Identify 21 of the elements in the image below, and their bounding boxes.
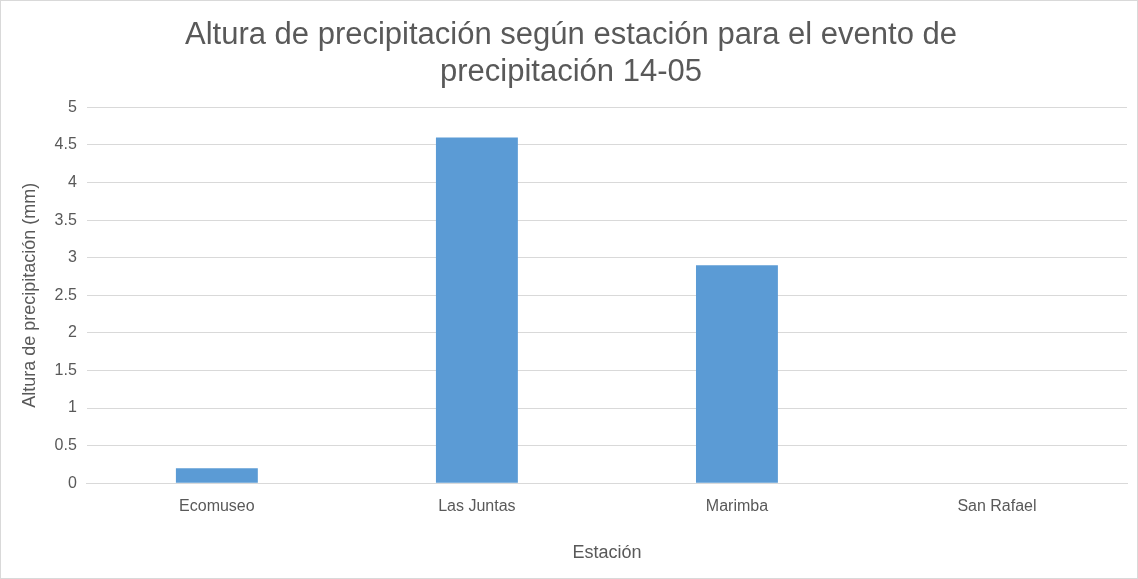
x-tick-label: Las Juntas	[438, 497, 516, 515]
y-axis-title: Altura de precipitación (mm)	[18, 182, 39, 408]
x-axis-title: Estación	[572, 542, 642, 563]
y-tick-label: 1	[67, 398, 77, 416]
y-tick-label: 0	[67, 473, 77, 491]
y-tick-label: 3	[67, 248, 77, 266]
y-tick-label: 3.5	[54, 210, 77, 228]
y-tick-label: 2.5	[54, 285, 77, 303]
chart-title: Altura de precipitación según estación para el evento de precipitación 14-05	[184, 16, 958, 89]
y-tick-label: 2	[67, 323, 77, 341]
y-tick-label: 5	[67, 97, 77, 115]
x-tick-label: San Rafael	[957, 497, 1037, 515]
bar	[175, 468, 258, 483]
y-tick-label: 1.5	[54, 360, 77, 378]
x-tick-label: Ecomuseo	[179, 497, 255, 515]
y-tick-label: 4	[67, 172, 77, 190]
x-tick-label: Marimba	[705, 497, 769, 515]
y-tick-label: 0.5	[54, 436, 77, 454]
bar	[695, 265, 778, 483]
bar	[435, 137, 518, 483]
y-tick-label: 4.5	[54, 135, 77, 153]
